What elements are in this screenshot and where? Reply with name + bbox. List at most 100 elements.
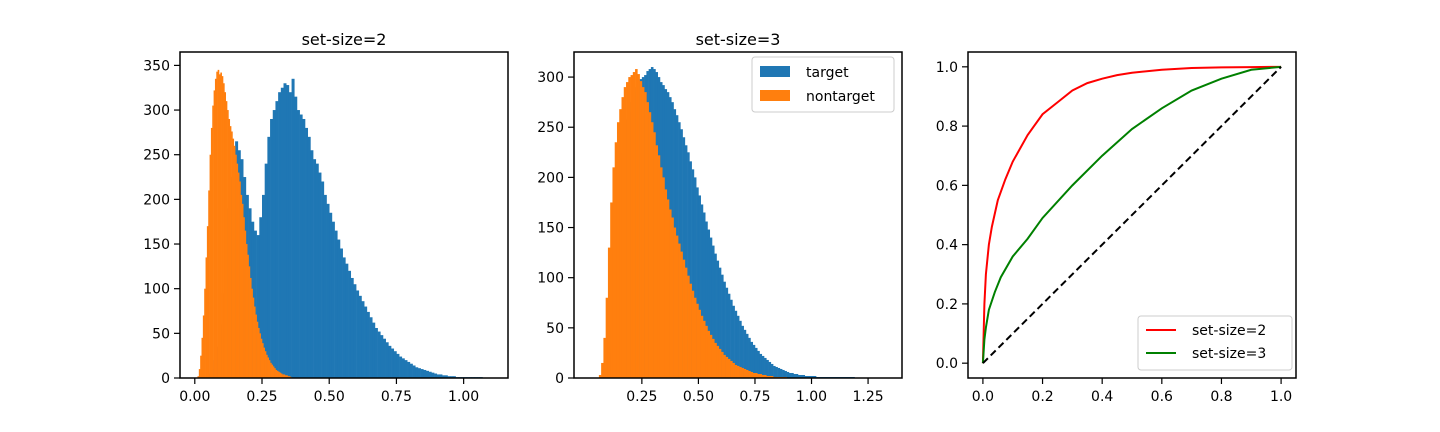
hist-bar-nontarget [280, 373, 283, 378]
hist-bar-target [318, 172, 322, 378]
hist-bar-nontarget [268, 360, 271, 378]
hist-bar-target [693, 177, 697, 378]
x-tick-label: 0.2 [1031, 389, 1053, 405]
y-tick-label: 1.0 [936, 60, 958, 76]
y-axis: 0.0 0.2 0.4 0.6 0.8 1.0 [936, 60, 968, 372]
hist-bar-nontarget [224, 92, 227, 379]
hist-bar-target [313, 159, 317, 378]
x-tick-label: 0.8 [1210, 389, 1232, 405]
hist-bar-nontarget [288, 376, 291, 378]
hist-bar-target [417, 368, 421, 378]
hist-bar-nontarget [662, 177, 665, 378]
hist-bar-target [795, 373, 799, 378]
hist-bar-nontarget [623, 87, 627, 378]
hist-bar-nontarget [743, 368, 747, 378]
x-tick-label: 0.75 [381, 389, 412, 405]
hist-bar-target [782, 369, 785, 378]
hist-bar-nontarget [212, 105, 214, 378]
hist-bar-nontarget [757, 373, 760, 378]
chart-title: set-size=2 [302, 30, 387, 49]
x-tick-label: 0.25 [246, 389, 277, 405]
y-tick-label: 50 [152, 326, 170, 342]
hist-bar-nontarget [693, 297, 697, 378]
hist-bar-nontarget [761, 374, 765, 378]
hist-bar-target [800, 374, 803, 378]
hist-bar-nontarget [723, 354, 726, 378]
hist-bar-nontarget [248, 266, 251, 378]
hist-bar-target [323, 194, 327, 378]
hist-bar-target [399, 356, 403, 378]
hist-bar-nontarget [768, 375, 772, 378]
hist-bar-nontarget [256, 321, 259, 378]
y-tick-label: 100 [537, 271, 564, 287]
hist-bar-nontarget [698, 309, 701, 378]
hist-bar-target [786, 371, 790, 378]
hist-bar-nontarget [266, 354, 268, 378]
hist-bar-target [811, 375, 815, 378]
hist-bar-target [442, 375, 446, 378]
hist-bar-nontarget [691, 290, 695, 378]
hist-bar-target [366, 311, 370, 378]
hist-bar-target [748, 337, 751, 378]
x-tick-label: 0.75 [739, 389, 770, 405]
hist-bar-nontarget [209, 154, 212, 378]
hist-bar-nontarget [664, 189, 668, 378]
hist-bar-target [385, 342, 389, 378]
hist-bar-target [714, 253, 717, 378]
hist-bar-target [696, 187, 699, 378]
hist-bar-nontarget [669, 209, 672, 378]
hist-bar-nontarget [675, 235, 679, 378]
hist-bar-target [684, 145, 688, 378]
hist-bar-target [764, 357, 767, 378]
hist-bar-target [750, 341, 754, 378]
hist-bar-nontarget [231, 131, 233, 378]
hist-bar-target [797, 374, 801, 378]
hist-bar-target [353, 284, 357, 378]
hist-bar-target [770, 363, 774, 378]
hist-bar-target [388, 345, 392, 378]
hist-bar-nontarget [718, 348, 722, 378]
hist-bar-target [391, 348, 395, 378]
hist-bar-nontarget [286, 375, 288, 378]
hist-bar-nontarget [721, 351, 724, 378]
hist-bar-target [447, 376, 451, 378]
y-tick-label: 0.8 [936, 119, 958, 135]
hist-bar-target [396, 353, 400, 378]
hist-bar-target [374, 327, 378, 378]
hist-bar-target [773, 365, 776, 378]
hist-bar-target [393, 351, 397, 378]
hist-bar-nontarget [725, 356, 729, 378]
hist-bar-nontarget [278, 371, 280, 378]
x-tick-label: 0.50 [314, 389, 345, 405]
hist-bar-target [775, 366, 778, 378]
hist-bar-target [813, 375, 817, 378]
hist-bar-target [439, 374, 443, 378]
hist-bar-nontarget [282, 374, 284, 378]
hist-bar-target [256, 235, 260, 378]
hist-bar-target [342, 257, 346, 378]
hist-bar-nontarget [616, 122, 620, 378]
hist-bar-nontarget [653, 132, 656, 378]
hist-bar-target [259, 217, 263, 378]
hist-bar-nontarget [197, 376, 200, 378]
y-tick-label: 250 [143, 148, 170, 164]
hist-bar-nontarget [603, 337, 606, 378]
hist-bar-nontarget [257, 327, 260, 378]
hist-bar-nontarget [610, 202, 613, 378]
hist-bar-target [784, 370, 787, 378]
histogram-set-size-2: set-size=2 0.00 0.25 0.50 0.75 1.00 0 50 100 15… [143, 30, 509, 405]
hist-bar-nontarget [605, 297, 609, 378]
hist-bar-nontarget [646, 102, 649, 379]
axes-frame [179, 51, 509, 379]
hist-bar-nontarget [283, 374, 286, 378]
hist-bar-nontarget [240, 194, 243, 378]
hist-bar-nontarget [218, 74, 221, 378]
hist-bar-target [286, 85, 290, 379]
x-tick-label: 0.6 [1151, 389, 1173, 405]
legend: set-size=2 set-size=3 [1137, 315, 1293, 371]
x-tick-label: 1.00 [448, 389, 479, 405]
hist-bar-target [407, 361, 411, 378]
y-tick-label: 0.4 [936, 238, 958, 254]
hist-bar-target [412, 365, 416, 378]
